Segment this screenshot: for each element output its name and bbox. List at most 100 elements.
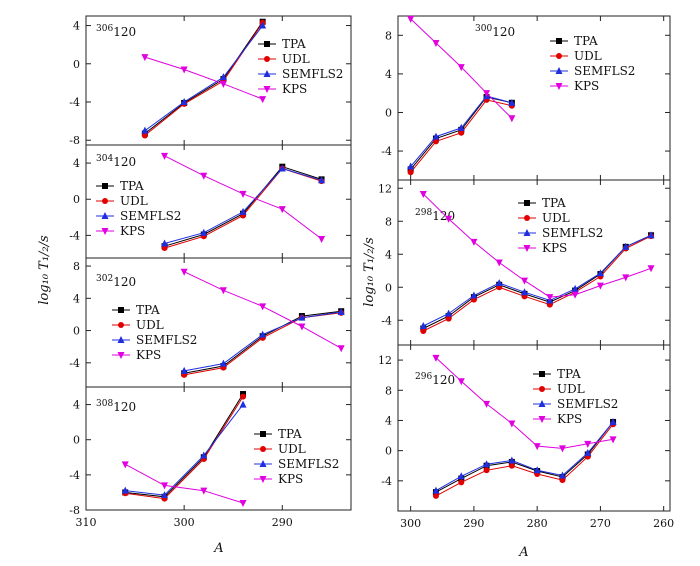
- series-point-marker-kps: [298, 323, 306, 331]
- y-tick-label: -4: [69, 357, 80, 370]
- legend-label-kps: KPS: [574, 79, 599, 93]
- series-point-marker-semfls2: [259, 330, 267, 338]
- series-line-semfls2: [423, 234, 652, 327]
- legend-marker-udl: [264, 56, 270, 62]
- series-point-marker-kps: [596, 282, 604, 290]
- legend-label-udl: UDL: [136, 318, 164, 332]
- series-point-marker-semfls2: [558, 471, 566, 479]
- y-tick-label: 0: [73, 193, 80, 206]
- series-point-marker-semfls2: [318, 176, 326, 184]
- series-point-marker-kps: [318, 236, 326, 244]
- series-line-tpa: [184, 310, 342, 374]
- series-point-marker-semfls2: [200, 451, 208, 459]
- series-line-kps: [422, 193, 652, 298]
- series-point-marker-udl: [458, 129, 465, 136]
- legend-marker-kps: [555, 83, 563, 90]
- panel-nucleus-label: 304120: [96, 154, 136, 169]
- panel-frame: [397, 344, 671, 512]
- y-tick-label: -4: [381, 475, 392, 488]
- legend-marker-udl: [118, 322, 124, 328]
- series-point-marker-kps: [571, 291, 579, 299]
- series-point-marker-kps: [558, 445, 566, 453]
- y-tick-label: 12: [378, 354, 392, 367]
- y-tick-label: 0: [73, 325, 80, 338]
- x-axis-title-right: A: [518, 545, 528, 560]
- y-tick-label: 8: [73, 260, 80, 273]
- series-line-kps: [435, 357, 614, 449]
- series-line-tpa: [144, 21, 264, 134]
- series-point-marker-udl: [420, 327, 427, 334]
- y-tick-label: -4: [69, 96, 80, 109]
- series-point-marker-kps: [219, 80, 227, 88]
- legend-label-tpa: TPA: [120, 179, 144, 193]
- series-point-marker-semfls2: [407, 162, 415, 170]
- series-point-marker-semfls2: [180, 98, 188, 105]
- legend-marker-udl: [260, 446, 266, 452]
- series-point-marker-semfls2: [219, 359, 227, 367]
- legend-label-semfls2: SEMFLS2: [557, 397, 618, 411]
- legend-marker-semfls2: [555, 67, 563, 74]
- series-point-marker-semfls2: [337, 308, 345, 316]
- x-tick-label: 280: [527, 517, 548, 530]
- legend-label-udl: UDL: [278, 442, 306, 456]
- series-line-udl: [435, 423, 614, 497]
- y-tick-label: 0: [385, 281, 392, 294]
- y-tick-label: 8: [385, 29, 392, 42]
- series-point-marker-semfls2: [584, 448, 592, 456]
- y-tick-label: 8: [385, 384, 392, 397]
- panel-frame: [85, 386, 352, 511]
- series-point-marker-semfls2: [533, 466, 541, 474]
- legend-marker-semfls2: [523, 229, 531, 236]
- legend-label-kps: KPS: [557, 412, 582, 426]
- panel-nucleus-label: 306120: [96, 24, 136, 39]
- series-point-marker-semfls2: [470, 291, 478, 299]
- legend-label-semfls2: SEMFLS2: [136, 333, 197, 347]
- series-point-marker-kps: [121, 461, 129, 469]
- series-line-udl: [144, 22, 264, 136]
- chart-panels: 40-4-8306120TPAUDLSEMFLS2KPS40-4304120TP…: [69, 15, 674, 530]
- series-point-marker-semfls2: [445, 309, 453, 317]
- series-point-marker-semfls2: [571, 284, 579, 292]
- legend-marker-kps: [523, 245, 531, 252]
- y-tick-label: 12: [378, 182, 392, 195]
- legend-label-tpa: TPA: [136, 303, 160, 317]
- legend-label-kps: KPS: [282, 82, 307, 96]
- series-line-tpa: [125, 393, 244, 498]
- series-point-marker-semfls2: [161, 239, 169, 247]
- series-point-marker-kps: [647, 265, 655, 273]
- legend-label-udl: UDL: [282, 52, 310, 66]
- legend-marker-semfls2: [101, 212, 109, 219]
- series-point-marker-semfls2: [457, 123, 465, 131]
- series-line-semfls2: [164, 167, 322, 244]
- y-tick-label: 4: [385, 414, 392, 427]
- series-line-udl: [423, 235, 652, 332]
- series-point-marker-kps: [483, 400, 491, 408]
- x-axis-title-left: A: [213, 541, 223, 556]
- series-point-marker-semfls2: [141, 126, 149, 134]
- y-tick-label: 4: [73, 157, 80, 170]
- panel-nucleus-label: 308120: [96, 399, 136, 414]
- series-point-marker-semfls2: [419, 322, 427, 330]
- series-line-semfls2: [184, 311, 342, 372]
- legend-label-udl: UDL: [120, 194, 148, 208]
- legend-label-kps: KPS: [120, 224, 145, 238]
- legend-marker-kps: [101, 228, 109, 235]
- legend-label-udl: UDL: [557, 382, 585, 396]
- panel-nucleus-label: 302120: [96, 274, 136, 289]
- series-point-marker-kps: [419, 191, 427, 199]
- y-tick-label: 4: [73, 292, 80, 305]
- panel-nucleus-label: 300120: [475, 24, 515, 39]
- legend-label-kps: KPS: [278, 472, 303, 486]
- legend-marker-tpa: [539, 371, 545, 377]
- series-point-marker-semfls2: [508, 456, 516, 464]
- legend-marker-semfls2: [538, 400, 546, 407]
- legend-marker-udl: [556, 53, 562, 59]
- legend-marker-semfls2: [263, 70, 271, 77]
- series-point-marker-semfls2: [596, 269, 604, 277]
- y-tick-label: 0: [73, 434, 80, 447]
